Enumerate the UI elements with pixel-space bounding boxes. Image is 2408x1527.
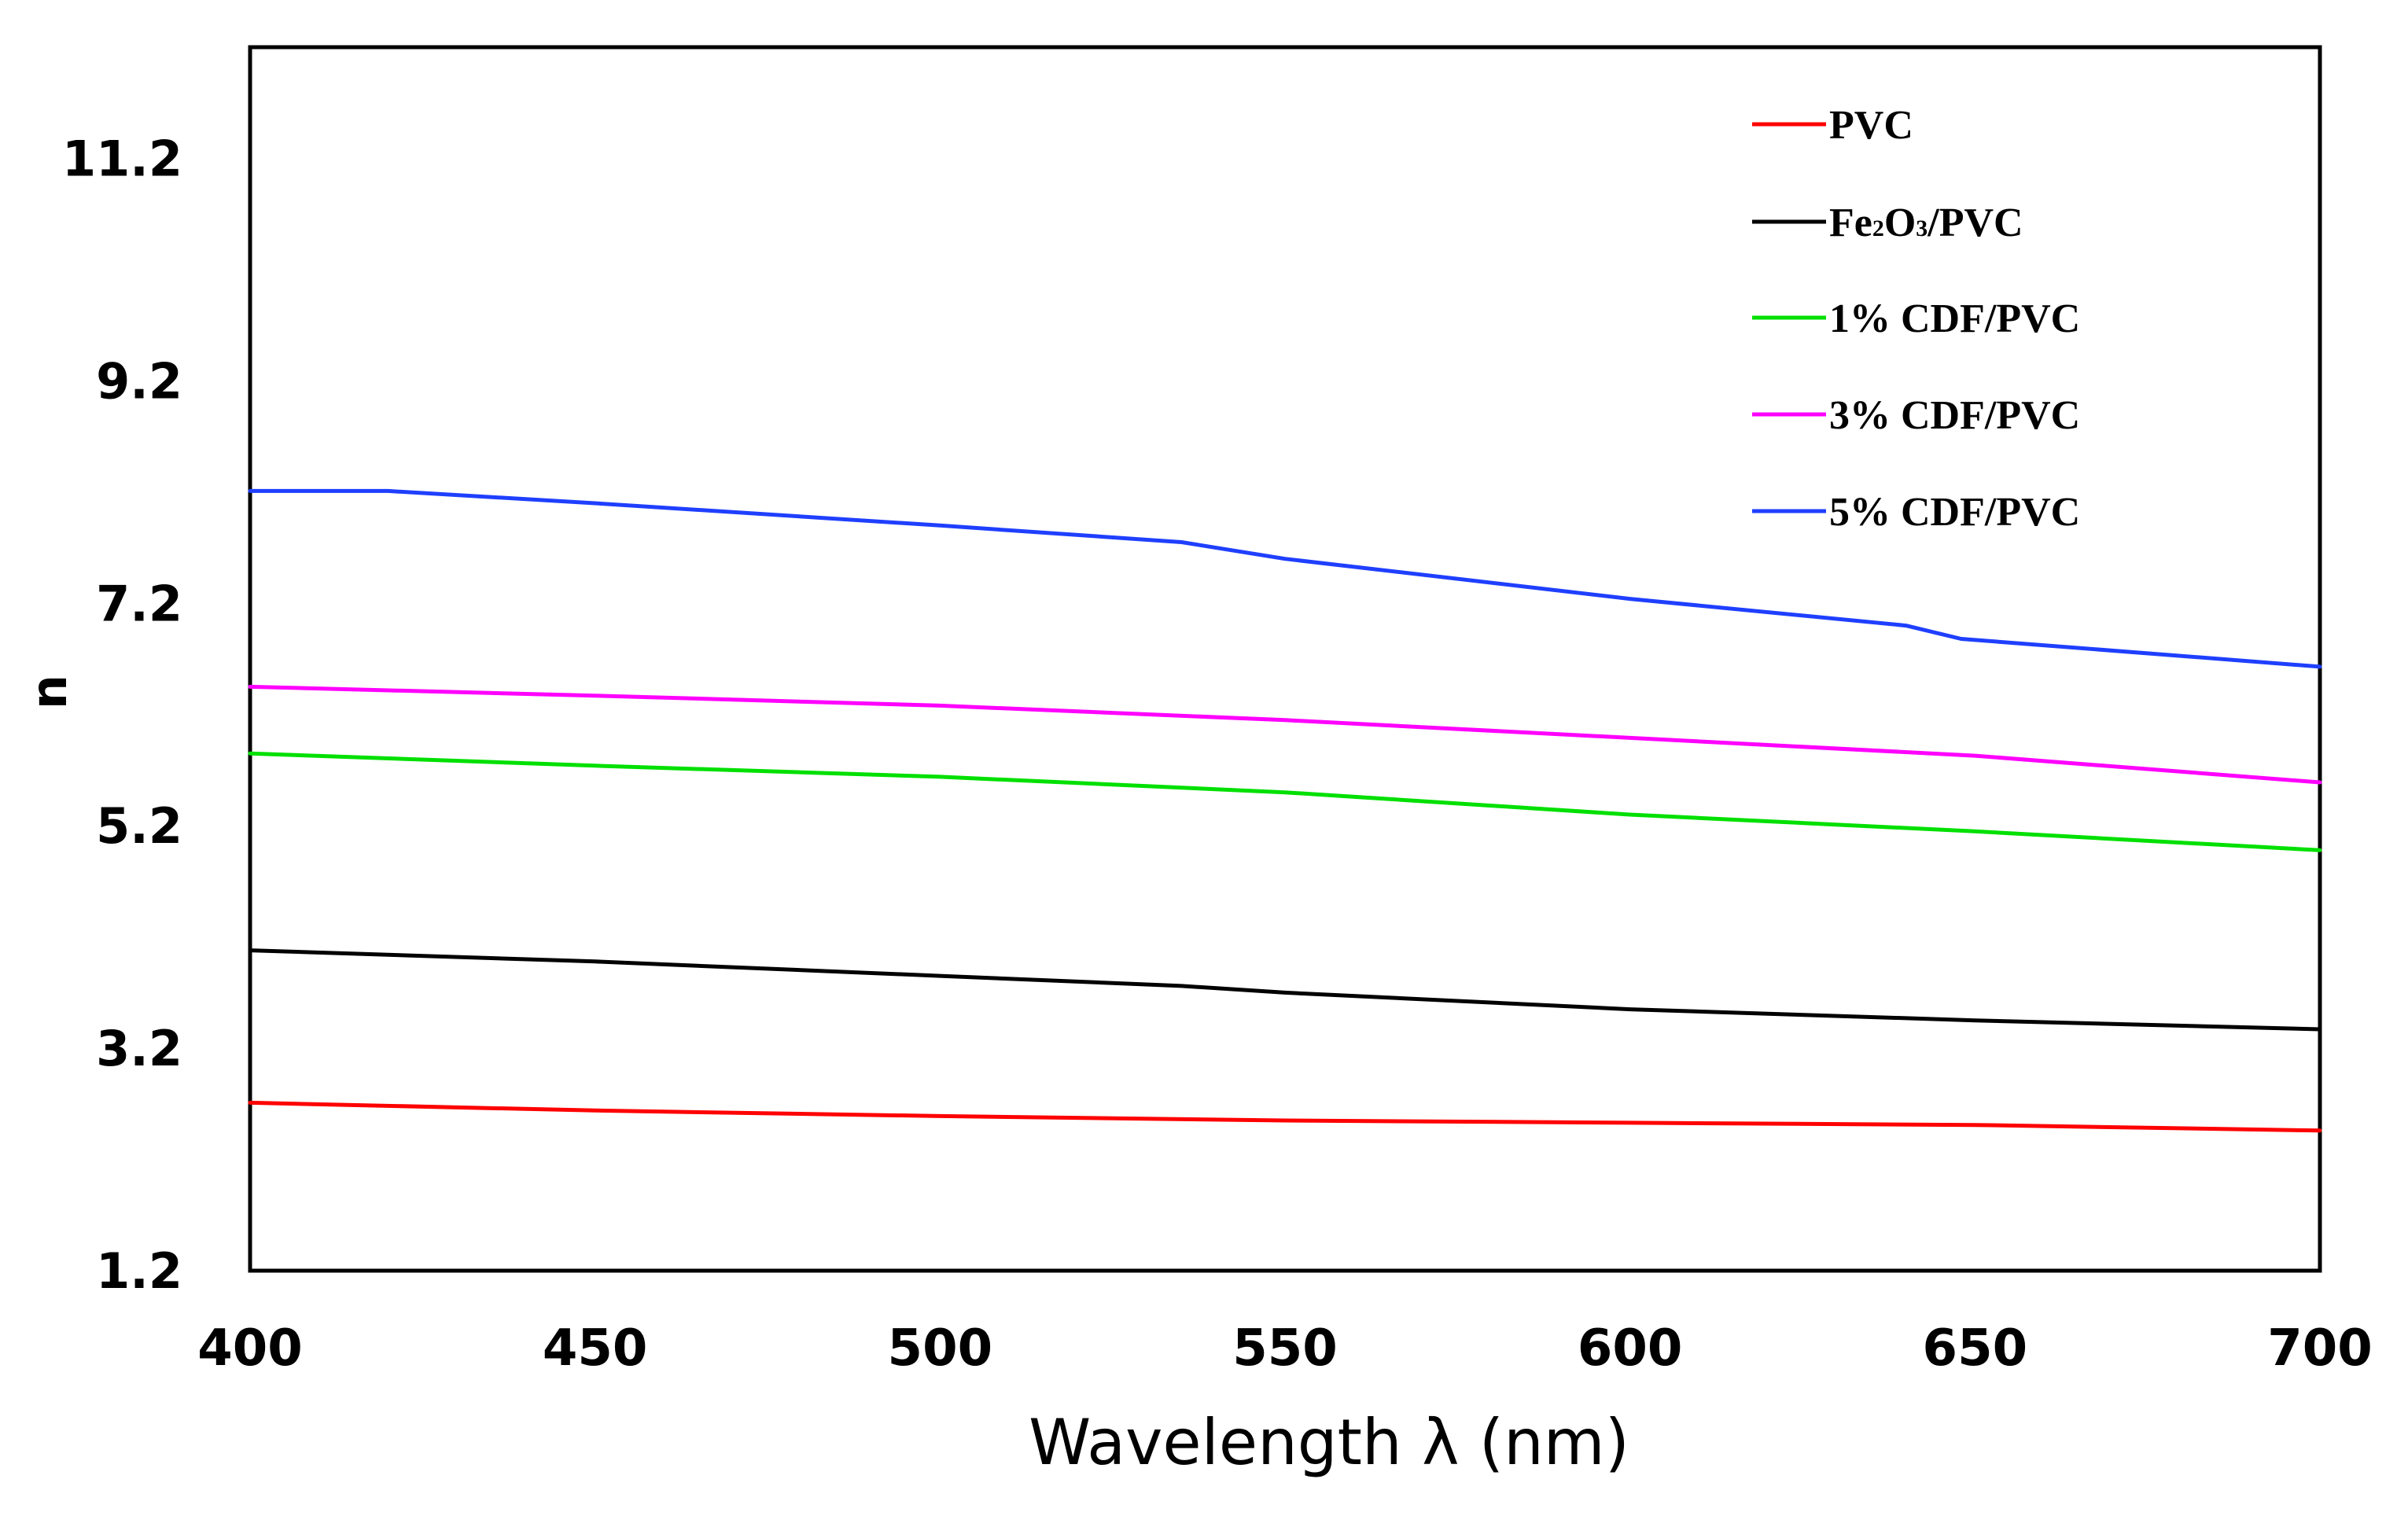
x-tick-label: 400 [197,1319,303,1378]
y-axis-title: n [20,675,78,709]
legend-label-3: 3% CDF/PVC [1829,393,2080,438]
legend-label-part: 3% CDF/PVC [1829,393,2080,438]
x-tick-label: 500 [888,1319,993,1378]
series-line-2 [248,751,2322,852]
legend-label-part: PVC [1829,103,1913,148]
y-tick-label: 5.2 [96,797,182,855]
legend-label-part: 1% CDF/PVC [1829,296,2080,341]
y-tick-label: 11.2 [62,130,182,187]
legend-label-part: /PVC [1927,201,2023,245]
legend-label-4: 5% CDF/PVC [1829,490,2080,535]
x-tick-label: 450 [543,1319,648,1378]
legend-label-part: 5% CDF/PVC [1829,490,2080,535]
x-tick-label: 600 [1578,1319,1683,1378]
legend-label-1: Fe2O3/PVC [1829,201,2023,245]
x-axis-title: Wavelength λ (nm) [1029,1406,1629,1479]
series-line-1 [248,948,2322,1032]
series-lines [248,488,2322,1133]
y-tick-label: 7.2 [96,575,182,632]
y-tick-label: 1.2 [96,1242,182,1300]
legend-label-part: 2 [1872,215,1884,241]
legend-label-part: O [1884,201,1916,245]
y-axis-ticks: 1.2 3.2 5.2 7.2 9.2 11.2 [62,130,182,1300]
legend-label-part: Fe [1829,201,1872,245]
legend-label-part: 3 [1916,215,1928,241]
series-line-4 [248,488,2322,669]
legend-label-0: PVC [1829,103,1913,148]
x-axis-ticks: 400 450 500 550 600 650 700 [197,1319,2373,1378]
legend-label-2: 1% CDF/PVC [1829,296,2080,341]
y-tick-label: 3.2 [96,1020,182,1077]
series-line-3 [248,684,2322,785]
plot-frame [248,45,2322,1273]
x-tick-label: 650 [1923,1319,2028,1378]
x-tick-label: 550 [1232,1319,1338,1378]
x-tick-label: 700 [2267,1319,2373,1378]
legend: PVC Fe2O3/PVC 1% CDF/PVC 3% CDF/PVC 5% CDF/P… [1752,103,2080,535]
y-tick-label: 9.2 [96,352,182,410]
series-line-0 [248,1100,2322,1133]
